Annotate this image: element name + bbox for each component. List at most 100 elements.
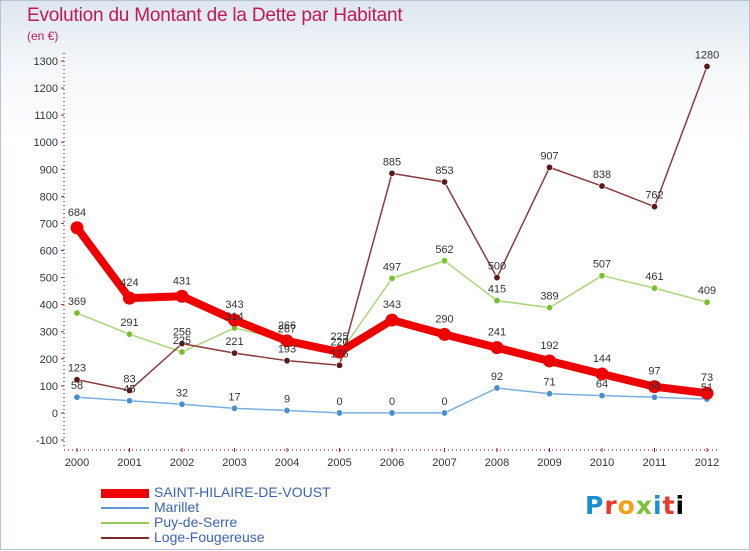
data-label-loge-fougereuse: 838 bbox=[593, 169, 611, 181]
x-tick-label: 2012 bbox=[695, 457, 719, 469]
legend-label: Loge-Fougereuse bbox=[154, 529, 265, 545]
x-tick-label: 2002 bbox=[170, 457, 194, 469]
data-label-puy-de-serre: 497 bbox=[383, 261, 401, 273]
legend-item-marillet: Marillet bbox=[101, 500, 331, 515]
data-point-loge-fougereuse bbox=[545, 163, 553, 171]
legend-swatch bbox=[101, 488, 149, 498]
data-point-saint-hilaire-de-voust bbox=[490, 341, 504, 355]
legend-item-saint-hilaire-de-voust: SAINT-HILAIRE-DE-VOUST bbox=[101, 485, 331, 500]
proxiti-logo: Proxiti bbox=[585, 491, 686, 520]
data-point-loge-fougereuse bbox=[335, 361, 343, 369]
data-label-puy-de-serre: 220 bbox=[330, 336, 348, 348]
data-label-marillet: 92 bbox=[491, 371, 503, 383]
data-label-loge-fougereuse: 885 bbox=[383, 156, 401, 168]
y-tick-label: 800 bbox=[40, 191, 58, 203]
x-tick-label: 2009 bbox=[537, 457, 561, 469]
y-tick-label: 300 bbox=[40, 327, 58, 339]
data-point-marillet bbox=[650, 393, 658, 401]
data-point-marillet bbox=[545, 390, 553, 398]
legend-swatch bbox=[101, 537, 149, 540]
legend-swatch bbox=[101, 507, 149, 510]
data-point-puy-de-serre bbox=[126, 330, 134, 338]
data-point-marillet bbox=[440, 409, 448, 417]
legend-label: SAINT-HILAIRE-DE-VOUST bbox=[154, 484, 331, 500]
data-label-loge-fougereuse: 762 bbox=[645, 190, 663, 202]
data-point-saint-hilaire-de-voust bbox=[438, 327, 451, 341]
y-tick-label: 700 bbox=[40, 218, 58, 230]
data-point-saint-hilaire-de-voust bbox=[543, 354, 556, 368]
data-label-saint-hilaire-de-voust: 343 bbox=[383, 299, 401, 311]
data-point-puy-de-serre bbox=[440, 257, 448, 265]
data-label-loge-fougereuse: 853 bbox=[435, 165, 453, 177]
data-label-marillet: 0 bbox=[441, 396, 447, 408]
x-tick-label: 2001 bbox=[117, 457, 141, 469]
data-point-saint-hilaire-de-voust bbox=[595, 367, 609, 381]
data-point-marillet bbox=[493, 384, 501, 392]
data-point-loge-fougereuse bbox=[178, 340, 186, 348]
data-point-puy-de-serre bbox=[598, 272, 606, 280]
data-label-marillet: 0 bbox=[389, 396, 395, 408]
data-label-loge-fougereuse: 176 bbox=[330, 348, 348, 360]
chart-title: Evolution du Montant de la Dette par Hab… bbox=[27, 5, 403, 26]
data-point-loge-fougereuse bbox=[283, 357, 291, 365]
data-label-puy-de-serre: 562 bbox=[435, 244, 453, 256]
data-label-loge-fougereuse: 123 bbox=[68, 363, 86, 375]
y-tick-label: 1200 bbox=[34, 83, 58, 95]
x-tick-label: 2003 bbox=[222, 457, 246, 469]
data-point-loge-fougereuse bbox=[703, 62, 711, 70]
data-label-marillet: 71 bbox=[543, 377, 555, 389]
y-tick-label: 600 bbox=[40, 246, 58, 258]
data-point-saint-hilaire-de-voust bbox=[123, 291, 136, 305]
data-label-marillet: 17 bbox=[228, 391, 240, 403]
data-label-saint-hilaire-de-voust: 424 bbox=[120, 277, 138, 289]
data-point-loge-fougereuse bbox=[231, 349, 239, 357]
legend-label: Puy-de-Serre bbox=[154, 514, 238, 530]
y-tick-label: 1100 bbox=[34, 110, 58, 122]
data-point-saint-hilaire-de-voust bbox=[648, 380, 661, 394]
y-tick-label: 400 bbox=[40, 300, 58, 312]
legend-swatch bbox=[101, 522, 149, 525]
data-point-loge-fougereuse bbox=[388, 169, 396, 177]
data-point-loge-fougereuse bbox=[650, 203, 658, 211]
data-label-marillet: 45 bbox=[123, 384, 135, 396]
data-label-saint-hilaire-de-voust: 343 bbox=[225, 299, 243, 311]
x-tick-label: 2011 bbox=[643, 457, 667, 469]
data-label-puy-de-serre: 369 bbox=[68, 296, 86, 308]
data-label-saint-hilaire-de-voust: 192 bbox=[540, 340, 558, 352]
chart-subtitle: (en €) bbox=[27, 29, 59, 43]
legend-item-puy-de-serre: Puy-de-Serre bbox=[101, 515, 331, 530]
data-label-marillet: 64 bbox=[596, 379, 608, 391]
data-point-loge-fougereuse bbox=[493, 274, 501, 282]
data-point-marillet bbox=[598, 392, 606, 400]
data-label-saint-hilaire-de-voust: 73 bbox=[701, 372, 713, 384]
data-point-puy-de-serre bbox=[388, 274, 396, 282]
data-label-marillet: 58 bbox=[648, 380, 660, 392]
data-label-loge-fougereuse: 221 bbox=[225, 336, 243, 348]
data-point-puy-de-serre bbox=[73, 309, 81, 317]
data-label-saint-hilaire-de-voust: 97 bbox=[648, 366, 660, 378]
x-tick-label: 2006 bbox=[380, 457, 404, 469]
data-label-saint-hilaire-de-voust: 290 bbox=[435, 313, 453, 325]
y-tick-label: 1000 bbox=[34, 137, 58, 149]
data-point-loge-fougereuse bbox=[598, 182, 606, 190]
data-label-puy-de-serre: 409 bbox=[698, 285, 716, 297]
x-tick-label: 2000 bbox=[65, 457, 89, 469]
data-point-puy-de-serre bbox=[493, 297, 501, 305]
x-tick-label: 2007 bbox=[432, 457, 456, 469]
data-point-saint-hilaire-de-voust bbox=[280, 334, 294, 348]
y-tick-label: 200 bbox=[40, 354, 58, 366]
data-label-saint-hilaire-de-voust: 266 bbox=[278, 320, 296, 332]
data-label-saint-hilaire-de-voust: 225 bbox=[330, 331, 348, 343]
data-point-saint-hilaire-de-voust bbox=[700, 386, 714, 400]
legend-label: Marillet bbox=[154, 499, 200, 515]
data-label-puy-de-serre: 225 bbox=[173, 335, 191, 347]
data-label-loge-fougereuse: 907 bbox=[540, 150, 558, 162]
legend-item-loge-fougereuse: Loge-Fougereuse bbox=[101, 530, 331, 545]
data-point-puy-de-serre bbox=[650, 284, 658, 292]
data-label-marillet: 9 bbox=[284, 393, 290, 405]
data-point-puy-de-serre bbox=[703, 298, 711, 306]
data-label-puy-de-serre: 291 bbox=[120, 317, 138, 329]
x-tick-label: 2004 bbox=[275, 457, 299, 469]
